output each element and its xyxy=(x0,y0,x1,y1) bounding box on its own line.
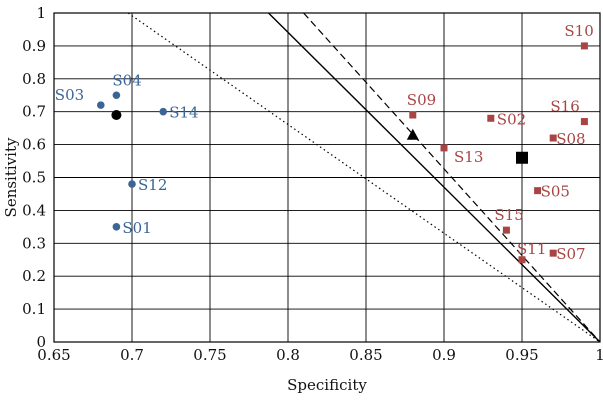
y-tick-label: 0.5 xyxy=(22,169,46,187)
plot-frame xyxy=(53,12,601,343)
y-tick-label: 0.9 xyxy=(22,37,46,55)
point-label-S12: S12 xyxy=(138,176,167,194)
point-label-S14: S14 xyxy=(169,104,198,122)
point-label-S04: S04 xyxy=(112,71,141,89)
point-S07 xyxy=(549,249,557,257)
x-tick-label: 1 xyxy=(595,346,603,364)
point-S15 xyxy=(502,226,510,234)
x-tick-label: 0.95 xyxy=(505,346,538,364)
point-label-S01: S01 xyxy=(122,219,151,237)
point-S05 xyxy=(534,187,542,195)
point-label-S09: S09 xyxy=(407,91,436,109)
tick-labels: 0.65 0.7 0.75 0.8 0.85 0.9 0.95 1 0 0.1 0.2 0.3 0.4 0… xyxy=(22,4,603,364)
y-tick-label: 0.8 xyxy=(22,70,46,88)
x-axis-title: Specificity xyxy=(287,376,367,394)
point-label-S03: S03 xyxy=(55,86,84,104)
point-S01 xyxy=(112,223,121,231)
summary-points xyxy=(111,109,528,164)
point-S08 xyxy=(549,134,557,142)
reference-line-dashed xyxy=(303,12,601,343)
point-S10 xyxy=(580,42,588,50)
y-tick-label: 0.1 xyxy=(22,300,46,318)
point-S14 xyxy=(159,107,167,116)
y-tick-label: 0.4 xyxy=(22,201,46,219)
point-label-S16: S16 xyxy=(550,98,579,116)
data-points: S01 S03 S04 S12 S14 S02 S05 S07 S08 S09 S10 S11 S13 S… xyxy=(55,22,594,264)
y-axis-title: Sensitivity xyxy=(2,137,20,217)
x-tick-label: 0.85 xyxy=(349,346,382,364)
y-tick-label: 0.6 xyxy=(22,136,46,154)
reference-line-dotted xyxy=(127,12,601,343)
point-label-S02: S02 xyxy=(497,110,526,128)
point-S11 xyxy=(518,256,526,264)
x-tick-label: 0.65 xyxy=(37,346,70,364)
point-S16 xyxy=(580,118,588,126)
y-tick-label: 0.7 xyxy=(22,103,46,121)
reference-line-solid xyxy=(268,12,601,343)
y-tick-label: 0.2 xyxy=(22,267,46,285)
summary-point-square xyxy=(516,151,528,164)
point-S02 xyxy=(487,114,495,122)
y-tick-label: 0.3 xyxy=(22,234,46,252)
reference-lines xyxy=(127,12,601,343)
point-label-S15: S15 xyxy=(494,206,523,224)
x-tick-label: 0.8 xyxy=(276,346,300,364)
y-tick-label: 1 xyxy=(36,4,46,22)
y-tick-label: 0 xyxy=(36,333,46,351)
summary-point-circle xyxy=(111,109,122,120)
point-label-S13: S13 xyxy=(454,148,483,166)
point-label-S11: S11 xyxy=(517,240,546,258)
grid xyxy=(53,12,601,343)
point-S12 xyxy=(128,180,136,188)
x-tick-label: 0.75 xyxy=(193,346,226,364)
point-label-S07: S07 xyxy=(556,245,585,263)
point-label-S05: S05 xyxy=(541,183,570,201)
point-S04 xyxy=(112,91,121,100)
x-tick-label: 0.7 xyxy=(120,346,144,364)
point-label-S08: S08 xyxy=(556,130,585,148)
x-tick-label: 0.9 xyxy=(432,346,456,364)
point-S13 xyxy=(440,144,448,152)
point-label-S10: S10 xyxy=(564,22,593,40)
summary-point-triangle xyxy=(406,128,419,140)
point-S09 xyxy=(409,111,417,119)
point-S03 xyxy=(97,101,105,109)
